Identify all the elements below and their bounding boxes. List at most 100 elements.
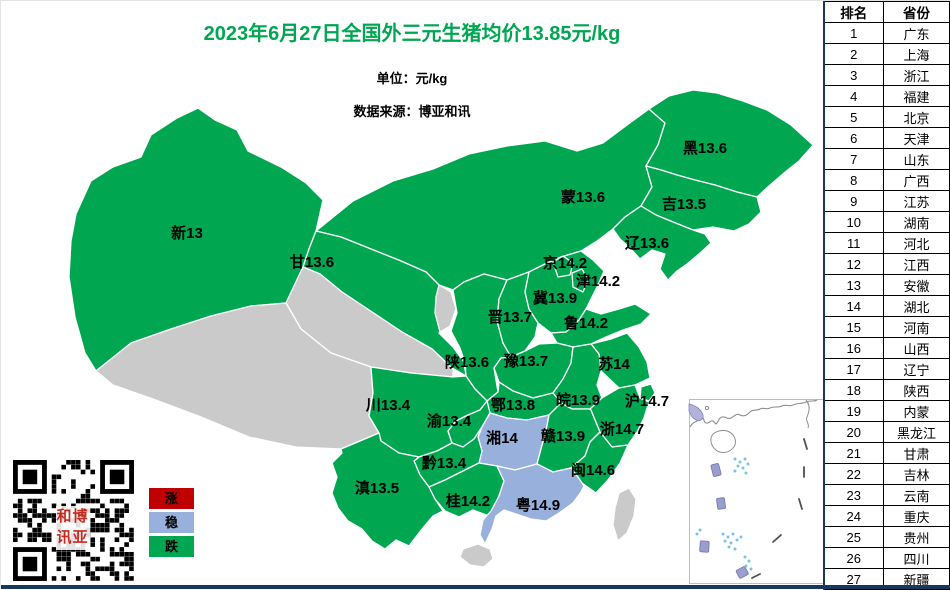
price-label-heilongjiang: 黑13.6 [683, 140, 727, 157]
province-cell: 江苏 [884, 191, 950, 212]
price-label-neimenggu: 蒙13.6 [561, 188, 605, 206]
rank-cell: 16 [824, 338, 884, 359]
price-label-henan: 豫13.7 [504, 352, 548, 370]
rank-cell: 17 [824, 359, 884, 380]
province-cell: 内蒙 [884, 401, 950, 422]
province-taiwan [613, 488, 636, 541]
price-label-sichuan: 川13.4 [365, 397, 411, 414]
legend-down: 跌 [149, 536, 194, 557]
province-cell: 甘肃 [884, 443, 950, 464]
province-cell: 河南 [884, 317, 950, 338]
price-label-zhejiang: 浙14.7 [600, 420, 644, 438]
province-cell: 陕西 [884, 380, 950, 401]
price-label-beijing: 京14.2 [543, 254, 587, 272]
province-cell: 贵州 [884, 527, 950, 548]
rank-cell: 8 [824, 170, 884, 191]
price-label-liaoning: 辽13.6 [625, 235, 669, 252]
rank-cell: 9 [824, 191, 884, 212]
rank-cell: 1 [824, 23, 884, 44]
price-label-tianjin: 津14.2 [576, 272, 620, 290]
province-cell: 山西 [884, 338, 950, 359]
rank-cell: 14 [824, 296, 884, 317]
rank-cell: 7 [824, 149, 884, 170]
rank-cell: 25 [824, 527, 884, 548]
rank-cell: 13 [824, 275, 884, 296]
rank-cell: 11 [824, 233, 884, 254]
rank-cell: 2 [824, 44, 884, 65]
province-cell: 福建 [884, 86, 950, 107]
province-cell: 河北 [884, 233, 950, 254]
province-cell: 吉林 [884, 464, 950, 485]
qr-seal-char: 博 [72, 507, 87, 525]
price-label-hubei: 鄂13.8 [491, 397, 535, 414]
rank-cell: 26 [824, 548, 884, 569]
rank-cell: 24 [824, 506, 884, 527]
rank-cell: 22 [824, 464, 884, 485]
province-cell: 湖北 [884, 296, 950, 317]
qr-seal-char: 讯 [56, 529, 71, 546]
province-cell: 云南 [884, 485, 950, 506]
price-label-shaanxi: 陕13.6 [445, 353, 489, 371]
price-label-jiangsu: 苏14 [598, 355, 630, 373]
rank-cell: 6 [824, 128, 884, 149]
legend-up: 涨 [149, 488, 194, 509]
rank-cell: 21 [824, 443, 884, 464]
price-label-guizhou: 黔13.4 [422, 454, 467, 472]
price-label-yunnan: 滇13.5 [355, 479, 399, 497]
province-cell: 辽宁 [884, 359, 950, 380]
province-cell: 浙江 [884, 65, 950, 86]
qr-seal-char: 和 [56, 508, 71, 525]
rank-cell: 23 [824, 485, 884, 506]
price-label-shanxi: 晋13.7 [488, 309, 532, 326]
province-cell: 天津 [884, 128, 950, 149]
province-cell: 四川 [884, 548, 950, 569]
price-label-hebei: 冀13.9 [533, 289, 577, 307]
rank-cell: 5 [824, 107, 884, 128]
rank-cell: 15 [824, 317, 884, 338]
province-cell: 重庆 [884, 506, 950, 527]
rank-cell: 20 [824, 422, 884, 443]
price-label-shanghai: 沪14.7 [625, 392, 669, 410]
price-label-jiangxi: 赣13.9 [541, 427, 585, 445]
legend-stable: 稳 [149, 512, 194, 533]
legend: 涨 稳 跌 [149, 488, 194, 560]
rank-cell: 4 [824, 86, 884, 107]
price-label-jilin: 吉13.5 [662, 195, 706, 213]
inset-border [690, 400, 824, 584]
price-label-chongqing: 渝13.4 [427, 412, 472, 430]
rank-header: 排名 [824, 2, 884, 23]
south-china-sea-inset [689, 400, 824, 584]
price-label-guangdong: 粤14.9 [516, 496, 560, 514]
rank-cell: 18 [824, 380, 884, 401]
province-cell: 山东 [884, 149, 950, 170]
price-label-fujian: 闽14.6 [571, 461, 615, 479]
table-header-row: 排名 省份 [824, 2, 950, 23]
price-label-shandong: 鲁14.2 [564, 314, 608, 332]
rank-cell: 19 [824, 401, 884, 422]
rank-cell: 12 [824, 254, 884, 275]
price-label-gansu: 甘13.6 [290, 253, 334, 271]
price-label-xinjiang: 新13 [171, 224, 203, 242]
province-hainan [460, 544, 493, 567]
